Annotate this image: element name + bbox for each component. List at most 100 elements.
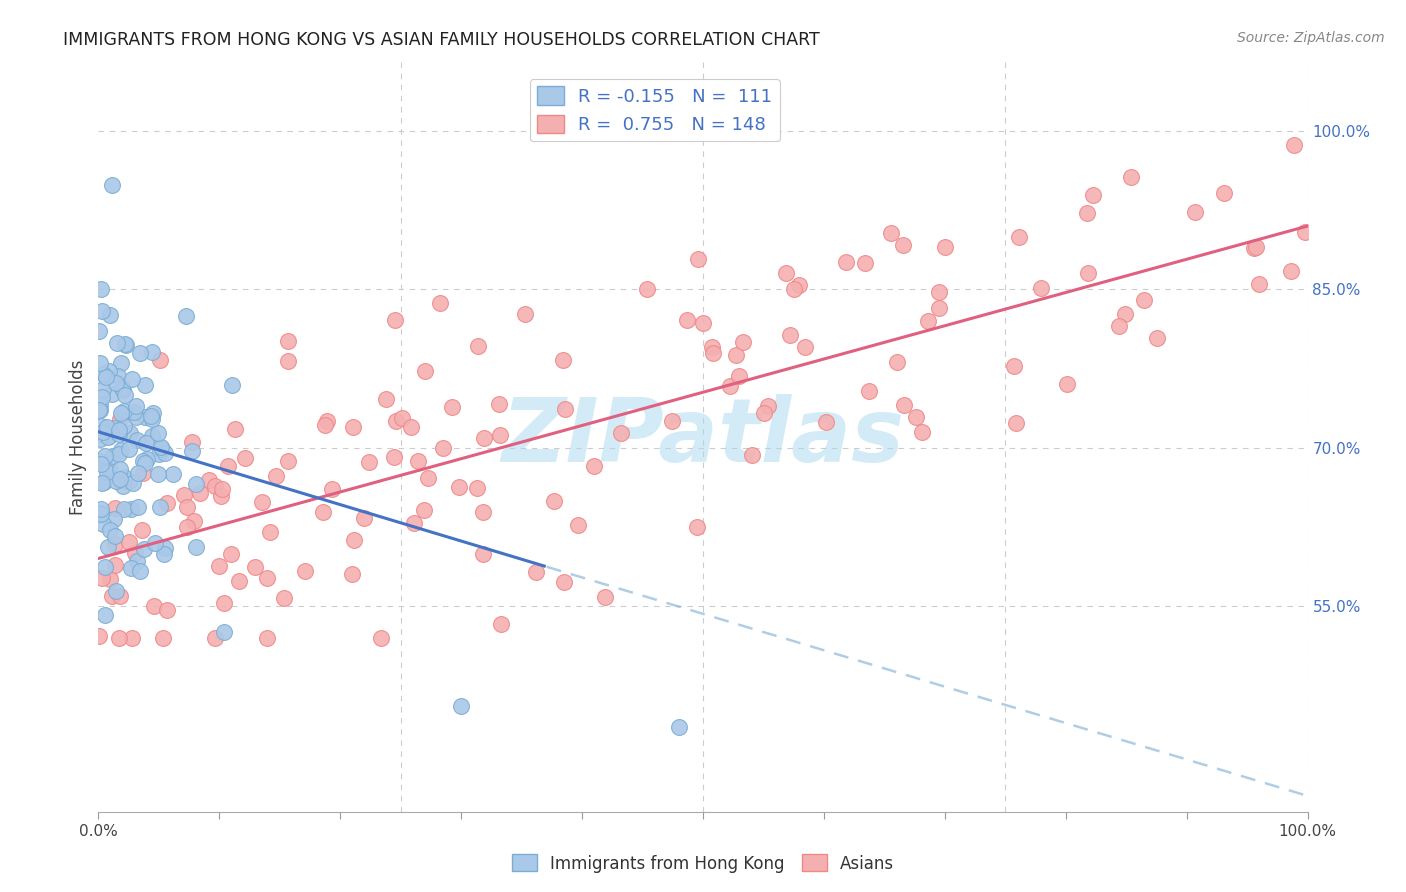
Point [127, 500, 149, 515]
Point [112, 469, 135, 483]
Point [277, 453, 299, 467]
Point [1244, 240, 1267, 254]
Point [375, 392, 398, 406]
Point [752, 406, 775, 420]
Point [98, 572, 121, 586]
Point [340, 566, 363, 581]
Point [112, 403, 135, 417]
Point [472, 431, 495, 445]
Point [125, 554, 148, 568]
Point [121, 631, 143, 645]
Point [211, 482, 233, 496]
Point [89, 426, 111, 441]
Point [180, 444, 202, 458]
Point [94, 370, 117, 384]
Point [1008, 229, 1031, 244]
Point [156, 496, 179, 510]
Point [835, 255, 858, 269]
Point [90, 507, 112, 521]
Point [264, 468, 287, 483]
Point [250, 495, 273, 509]
Point [98, 364, 121, 378]
Point [89, 453, 111, 467]
Point [217, 458, 239, 473]
Point [112, 502, 135, 516]
Point [110, 412, 132, 426]
Point [204, 478, 226, 492]
Point [97, 540, 120, 554]
Point [87, 402, 110, 417]
Point [779, 328, 801, 343]
Point [128, 565, 150, 579]
Point [370, 631, 392, 645]
Point [513, 307, 536, 321]
Point [471, 504, 494, 518]
Point [891, 237, 914, 252]
Point [104, 474, 127, 488]
Point [399, 420, 422, 434]
Point [686, 252, 709, 266]
Point [1005, 416, 1028, 430]
Point [146, 467, 169, 481]
Point [668, 720, 690, 734]
Point [406, 454, 429, 468]
Point [1243, 240, 1265, 254]
Point [125, 399, 148, 413]
Point [146, 426, 169, 441]
Point [702, 345, 724, 359]
Point [382, 450, 405, 464]
Point [110, 472, 132, 486]
Point [98, 429, 121, 443]
Point [741, 449, 763, 463]
Point [91, 368, 114, 382]
Point [121, 372, 143, 386]
Point [1083, 188, 1105, 202]
Point [114, 388, 136, 402]
Point [212, 596, 235, 610]
Point [149, 500, 172, 514]
Point [91, 390, 114, 404]
Point [188, 486, 211, 500]
Point [440, 401, 463, 415]
Point [1279, 264, 1302, 278]
Point [450, 699, 472, 714]
Point [855, 256, 877, 270]
Point [815, 415, 838, 429]
Point [259, 524, 281, 539]
Point [219, 547, 242, 561]
Point [115, 338, 138, 352]
Point [118, 474, 141, 488]
Point [103, 529, 125, 543]
Point [120, 501, 142, 516]
Point [114, 336, 136, 351]
Point [152, 631, 174, 645]
Point [1294, 225, 1316, 239]
Point [294, 565, 316, 579]
Point [208, 559, 231, 574]
Point [141, 411, 163, 425]
Point [256, 631, 278, 645]
Point [101, 387, 124, 401]
Point [93, 517, 115, 532]
Point [1114, 307, 1136, 321]
Point [112, 419, 135, 434]
Point [489, 427, 512, 442]
Point [176, 500, 198, 514]
Point [114, 475, 136, 489]
Point [315, 413, 337, 427]
Point [447, 480, 470, 494]
Point [101, 589, 124, 603]
Point [108, 631, 131, 645]
Point [893, 398, 915, 412]
Point [94, 559, 117, 574]
Point [1077, 266, 1099, 280]
Point [353, 511, 375, 525]
Point [312, 505, 335, 519]
Point [107, 369, 129, 384]
Point [131, 523, 153, 537]
Point [928, 285, 950, 299]
Point [858, 384, 880, 398]
Point [184, 477, 207, 491]
Point [117, 535, 139, 549]
Point [134, 378, 156, 392]
